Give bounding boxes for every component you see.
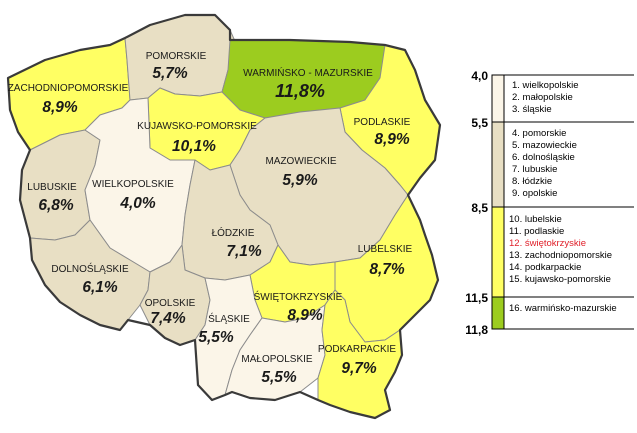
legend-item: 3. śląskie — [512, 104, 552, 115]
label-dolnoslaskie: DOLNOŚLĄSKIE 6,1% — [51, 262, 129, 296]
region-name: LUBUSKIE — [27, 182, 77, 193]
region-name: ŚWIĘTOKRZYSKIE — [254, 290, 343, 303]
region-value: 8,9% — [374, 131, 410, 148]
label-slaskie: ŚLĄSKIE 5,5% — [198, 312, 250, 346]
legend-swatch-class-1 — [491, 74, 505, 123]
legend-swatch-class-4 — [491, 296, 505, 330]
region-name: ŚLĄSKIE — [208, 312, 250, 325]
region-name: DOLNOŚLĄSKIE — [51, 262, 129, 275]
region-value: 4,0% — [119, 195, 156, 212]
region-name: ZACHODNIOPOMORSKIE — [8, 83, 129, 94]
label-podkarpackie: PODKARPACKIE 9,7% — [318, 344, 396, 377]
region-value: 5,7% — [152, 65, 188, 82]
region-value: 5,9% — [282, 172, 318, 189]
label-lubelskie: LUBELSKIE 8,7% — [358, 244, 413, 278]
legend: 4,0 5,5 8,5 11,5 11,8 1. wielkopolskie 2… — [465, 69, 634, 337]
legend-tick: 11,8 — [465, 323, 488, 337]
region-value: 6,8% — [38, 197, 74, 214]
legend-item: 8. łódzkie — [512, 176, 552, 187]
legend-item-highlighted: 12. świętokrzyskie — [509, 238, 586, 249]
legend-item: 7. lubuskie — [512, 164, 557, 175]
label-wielkopolskie: WIELKOPOLSKIE 4,0% — [92, 179, 174, 212]
label-kujawsko-pomorskie: KUJAWSKO-POMORSKIE 10,1% — [137, 121, 257, 155]
legend-item: 15. kujawsko-pomorskie — [509, 274, 611, 285]
legend-tick: 4,0 — [471, 69, 488, 83]
region-name: MAZOWIECKIE — [265, 156, 336, 167]
legend-item: 5. mazowieckie — [512, 140, 577, 151]
label-podlaskie: PODLASKIE 8,9% — [354, 117, 411, 148]
label-pomorskie: POMORSKIE 5,7% — [146, 51, 207, 82]
legend-item: 9. opolskie — [512, 188, 557, 199]
legend-item: 16. warmińsko-mazurskie — [509, 303, 617, 314]
region-name: PODLASKIE — [354, 117, 411, 128]
region-name: OPOLSKIE — [145, 298, 196, 309]
legend-item: 2. małopolskie — [512, 92, 573, 103]
region-name: POMORSKIE — [146, 51, 207, 62]
label-malopolskie: MAŁOPOLSKIE 5,5% — [241, 354, 312, 386]
legend-item: 4. pomorskie — [512, 128, 566, 139]
legend-item: 10. lubelskie — [509, 214, 562, 225]
region-value: 10,1% — [172, 138, 216, 155]
legend-item: 6. dolnośląskie — [512, 152, 575, 163]
region-value: 6,1% — [82, 279, 118, 296]
region-value: 8,9% — [42, 99, 78, 116]
region-value: 8,7% — [369, 261, 405, 278]
legend-item: 13. zachodniopomorskie — [509, 250, 612, 261]
region-value: 7,4% — [150, 310, 186, 327]
label-zachodniopomorskie: ZACHODNIOPOMORSKIE 8,9% — [8, 83, 129, 116]
legend-item: 1. wielkopolskie — [512, 80, 579, 91]
label-swietokrzyskie: ŚWIĘTOKRZYSKIE 8,9% — [254, 290, 343, 324]
region-name: WARMIŃSKO - MAZURSKIE — [243, 66, 373, 79]
legend-item: 14. podkarpackie — [509, 262, 581, 273]
region-name: PODKARPACKIE — [318, 344, 396, 355]
region-value: 7,1% — [226, 243, 262, 260]
region-value: 8,9% — [287, 307, 323, 324]
label-mazowieckie: MAZOWIECKIE 5,9% — [265, 156, 336, 189]
label-lodzkie: ŁÓDZKIE 7,1% — [212, 226, 262, 260]
region-value: 11,8% — [275, 81, 325, 101]
legend-swatch-class-2 — [491, 121, 505, 208]
region-name: KUJAWSKO-POMORSKIE — [137, 121, 257, 132]
region-value: 5,5% — [198, 329, 234, 346]
legend-tick: 5,5 — [471, 116, 488, 130]
region-name: LUBELSKIE — [358, 244, 413, 255]
legend-item: 11. podlaskie — [509, 226, 564, 237]
region-value: 9,7% — [341, 360, 377, 377]
label-warminsko-mazurskie: WARMIŃSKO - MAZURSKIE 11,8% — [243, 66, 373, 101]
legend-swatch-class-3 — [491, 206, 505, 298]
country-border — [6, 13, 442, 420]
label-lubuskie: LUBUSKIE 6,8% — [27, 182, 77, 214]
legend-tick: 8,5 — [471, 201, 488, 215]
region-name: WIELKOPOLSKIE — [92, 179, 174, 190]
region-name: MAŁOPOLSKIE — [241, 354, 312, 365]
label-opolskie: OPOLSKIE 7,4% — [145, 298, 196, 327]
region-value: 5,5% — [261, 369, 297, 386]
region-name: ŁÓDZKIE — [212, 226, 255, 239]
legend-tick: 11,5 — [465, 291, 488, 305]
